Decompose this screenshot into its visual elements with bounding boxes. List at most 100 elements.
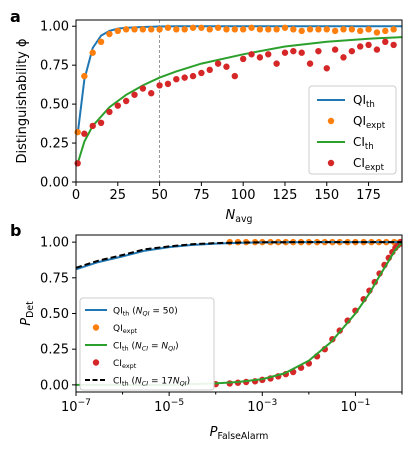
data-point (248, 51, 255, 58)
y-tick-label: 0.50 (40, 98, 69, 113)
plot-area (76, 238, 402, 388)
data-point (365, 41, 372, 49)
panel-a: a 0 25 50 75 100 125 150 175 0.00 0.25 0.50 0.75 1.00… (10, 7, 403, 225)
data-point (198, 24, 205, 31)
legend-label: QIth (NQI = 50) (113, 307, 178, 318)
panel-label: b (10, 221, 21, 240)
data-point (340, 54, 347, 61)
data-point (357, 43, 364, 50)
data-point (390, 26, 397, 33)
legend-box (79, 297, 215, 391)
data-point (173, 75, 180, 83)
data-point (214, 24, 222, 31)
legend: QIth QIexpt CIth CIexpt (308, 85, 397, 175)
data-point (81, 72, 88, 80)
legend-label: QIth (353, 93, 375, 110)
data-point (89, 122, 96, 130)
data-point (390, 41, 397, 49)
data-point (306, 60, 314, 67)
plot-area (74, 24, 403, 167)
data-point (365, 26, 372, 33)
data-point (298, 27, 305, 35)
legend-label: CIth (353, 135, 374, 152)
data-point (382, 27, 389, 35)
y-tick-label: 1.00 (40, 20, 69, 35)
y-tick-label: 0.75 (40, 59, 69, 74)
y-tick-label: 1.00 (40, 236, 69, 251)
x-axis-label: Navg (226, 208, 253, 225)
data-point (106, 108, 113, 116)
data-point (273, 60, 280, 67)
data-point (74, 160, 81, 167)
data-point (373, 46, 381, 53)
x-tick-label: 175 (356, 188, 381, 203)
data-point (281, 24, 289, 31)
data-point (348, 47, 356, 55)
legend-label: CIexpt (353, 156, 385, 173)
data-point (131, 26, 138, 33)
data-point (81, 130, 88, 137)
data-point (114, 102, 121, 109)
data-point (265, 26, 272, 33)
data-point (181, 74, 188, 81)
legend-marker (92, 359, 100, 366)
data-point (148, 26, 155, 33)
x-tick-label: 125 (273, 188, 298, 203)
x-tick-label: 50 (151, 188, 168, 203)
data-point (382, 38, 389, 46)
data-point (181, 26, 188, 33)
data-point (173, 26, 180, 33)
legend-label: CIth (NCI = 17NQI) (113, 377, 190, 388)
data-point (331, 46, 339, 53)
y-tick-label: 0.25 (40, 137, 69, 152)
x-tick-label: 150 (314, 188, 339, 203)
data-point (122, 26, 130, 33)
y-axis-label: Distinguishability ϕ (15, 38, 30, 163)
x-tick-label: 10−7 (61, 398, 91, 415)
data-point (223, 63, 230, 70)
x-tick-label: 10−3 (247, 398, 277, 415)
x-tick-label: 0 (72, 188, 80, 203)
data-point (214, 60, 222, 67)
x-tick-label: 25 (110, 188, 127, 203)
data-point (315, 26, 322, 33)
data-point (206, 66, 213, 74)
x-tick-label: 75 (193, 188, 210, 203)
legend-label: CIexpt (113, 359, 137, 370)
data-point (306, 26, 314, 33)
legend-label: QIexpt (113, 324, 138, 335)
y-axis-label: PDet (19, 301, 36, 326)
legend-label: CIth (NCI = NQI) (113, 342, 179, 353)
data-point (74, 128, 81, 136)
series-line-2 (76, 36, 403, 164)
y-tick-label: 0.75 (40, 271, 69, 286)
data-point (231, 72, 239, 80)
data-point (290, 26, 297, 33)
x-tick-label: 100 (231, 188, 256, 203)
data-point (164, 80, 172, 88)
legend: QIth (NQI = 50) QIexpt CIth (NCI = NQI) CIe… (79, 297, 215, 391)
data-point (231, 26, 239, 33)
legend-marker (92, 324, 100, 331)
data-point (331, 27, 339, 35)
data-point (348, 26, 356, 33)
legend-box (308, 85, 397, 175)
y-tick-label: 0.00 (40, 378, 69, 393)
axes-frame (75, 19, 403, 183)
x-tick-label: 10−5 (154, 398, 184, 415)
data-point (323, 65, 330, 72)
data-point (122, 97, 130, 105)
data-point (281, 49, 289, 56)
data-point (156, 82, 163, 89)
y-tick-label: 0.00 (40, 176, 69, 191)
data-point (290, 47, 297, 55)
x-axis-label: PFalseAlarm (210, 425, 269, 442)
data-point (248, 24, 255, 31)
data-point (97, 38, 105, 46)
legend-label: QIexpt (353, 114, 386, 131)
data-point (239, 26, 247, 33)
data-point (273, 26, 280, 33)
data-point (106, 30, 113, 38)
panel-label: a (10, 7, 21, 26)
